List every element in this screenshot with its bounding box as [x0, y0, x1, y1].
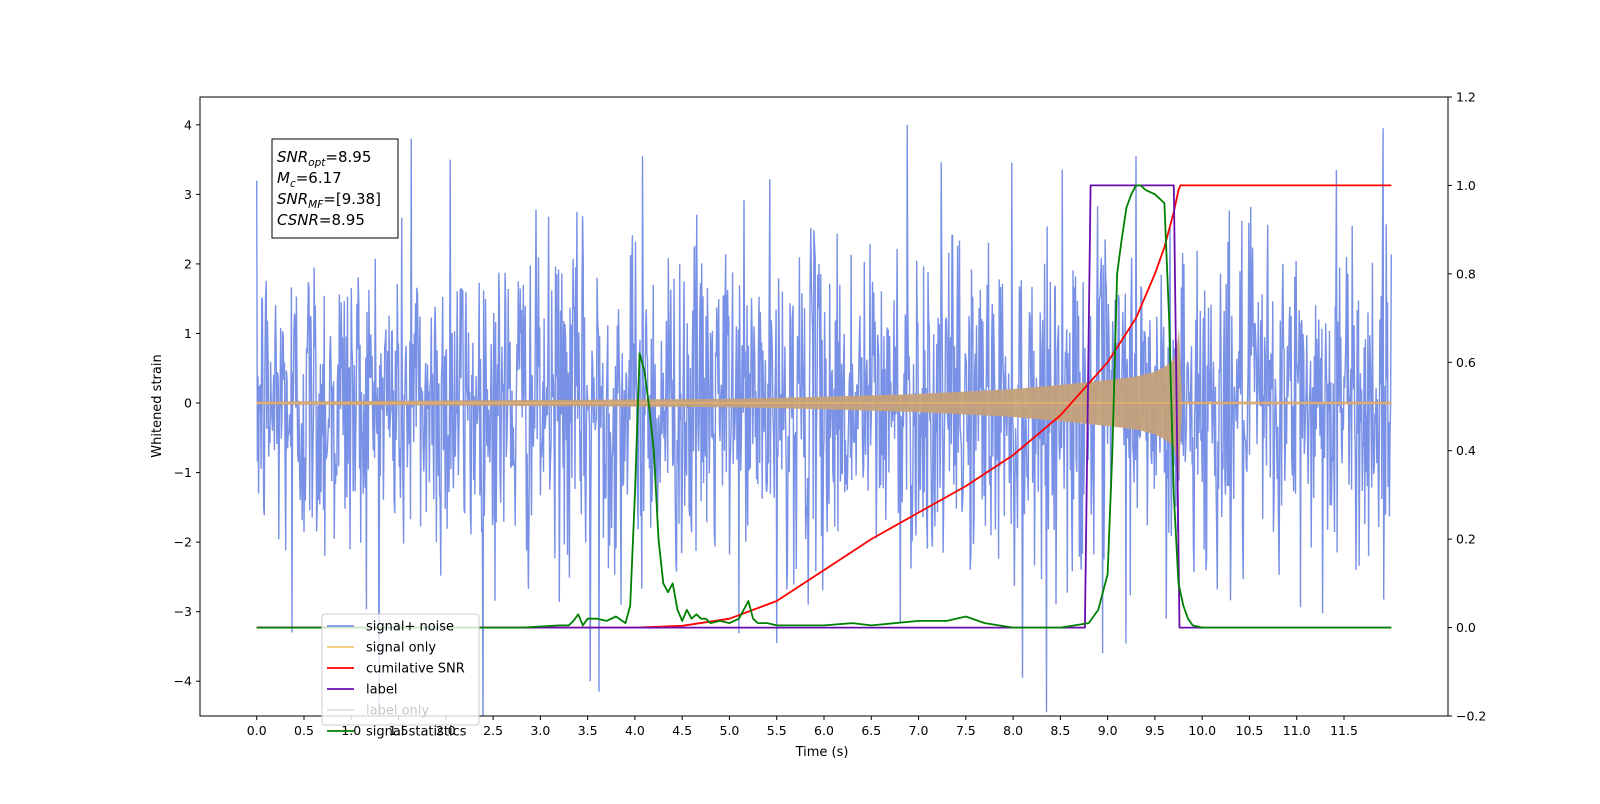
series-layer	[256, 124, 1392, 716]
y2-tick-label: 1.2	[1456, 90, 1476, 105]
x-tick-label: 5.0	[720, 723, 740, 738]
annotation-line: SNRMF=[9.38]	[277, 190, 381, 211]
x-tick-label: 7.5	[956, 723, 976, 738]
y2-tick-label: 0.0	[1456, 620, 1476, 635]
x-tick-label: 9.0	[1098, 723, 1118, 738]
legend-label-signal-only: signal only	[366, 641, 436, 656]
y-tick-label: 3	[184, 187, 192, 202]
y-tick-label: 1	[184, 326, 192, 341]
y-axis-left: −4 −3 −2 −1 0 1 2 3 4	[174, 117, 200, 689]
y2-tick-label: −0.2	[1456, 709, 1486, 724]
x-axis-label: Time (s)	[795, 745, 849, 760]
x-tick-label: 11.0	[1283, 723, 1311, 738]
series-signal-noise-line	[256, 124, 1392, 716]
annotation-frame	[271, 138, 399, 239]
y2-tick-label: 0.2	[1456, 532, 1476, 547]
x-tick-label: 5.5	[767, 723, 787, 738]
y-tick-label: 2	[184, 256, 192, 271]
y-tick-label: −3	[174, 604, 192, 619]
x-tick-label: 4.5	[672, 723, 692, 738]
y-tick-label: −1	[174, 465, 192, 480]
y-axis-right: −0.2 0.0 0.2 0.4 0.6 0.8 1.0 1.2	[1448, 90, 1486, 724]
legend-label-label: label	[366, 683, 397, 698]
legend-label-signal-noise: signal+ noise	[366, 620, 454, 635]
x-tick-label: 9.5	[1145, 723, 1165, 738]
y-tick-label: −4	[174, 674, 192, 689]
x-tick-label: 3.5	[578, 723, 598, 738]
x-tick-label: 2.0	[436, 723, 456, 738]
x-tick-label: 6.0	[814, 723, 834, 738]
x-tick-label: 0.5	[294, 723, 314, 738]
annotation-line: CSNR=8.95	[277, 211, 365, 229]
y-tick-label: 0	[184, 396, 192, 411]
x-tick-label: 1.5	[389, 723, 409, 738]
y-tick-label: −2	[174, 535, 192, 550]
y2-tick-label: 0.4	[1456, 443, 1476, 458]
x-tick-label: 4.0	[625, 723, 645, 738]
legend-frame	[321, 613, 480, 726]
y-axis-label: Whitened strain	[150, 354, 165, 457]
x-tick-label: 2.5	[483, 723, 503, 738]
x-tick-label: 8.0	[1003, 723, 1023, 738]
y-tick-label: 4	[184, 117, 192, 132]
annotation-line: Mc=6.17	[277, 169, 342, 190]
x-tick-label: 10.5	[1236, 723, 1264, 738]
x-tick-label: 6.5	[861, 723, 881, 738]
x-axis: 0.0 0.5 1.0 1.5 2.0 2.5 3.0 3.5 4.0 4.5 5.0 5.5 6.0 6…	[247, 716, 1358, 738]
legend: signal+ noise signal only cumilative SNR la…	[321, 613, 480, 740]
x-tick-label: 7.0	[909, 723, 929, 738]
x-tick-label: 11.5	[1330, 723, 1358, 738]
series-signal-statistics-line	[256, 184, 1392, 629]
y2-tick-label: 1.0	[1456, 178, 1476, 193]
x-tick-label: 10.0	[1188, 723, 1216, 738]
y2-tick-label: 0.8	[1456, 266, 1476, 281]
x-tick-label: 0.0	[247, 723, 267, 738]
y2-tick-label: 0.6	[1456, 355, 1476, 370]
annotation-line: SNRopt=8.95	[277, 148, 371, 169]
x-tick-label: 3.0	[530, 723, 550, 738]
legend-label-signal-statistics: signal statistics	[366, 725, 467, 740]
legend-label-cumilative-snr: cumilative SNR	[366, 662, 465, 677]
legend-label-label-only: label only	[366, 704, 429, 719]
x-tick-label: 8.5	[1050, 723, 1070, 738]
